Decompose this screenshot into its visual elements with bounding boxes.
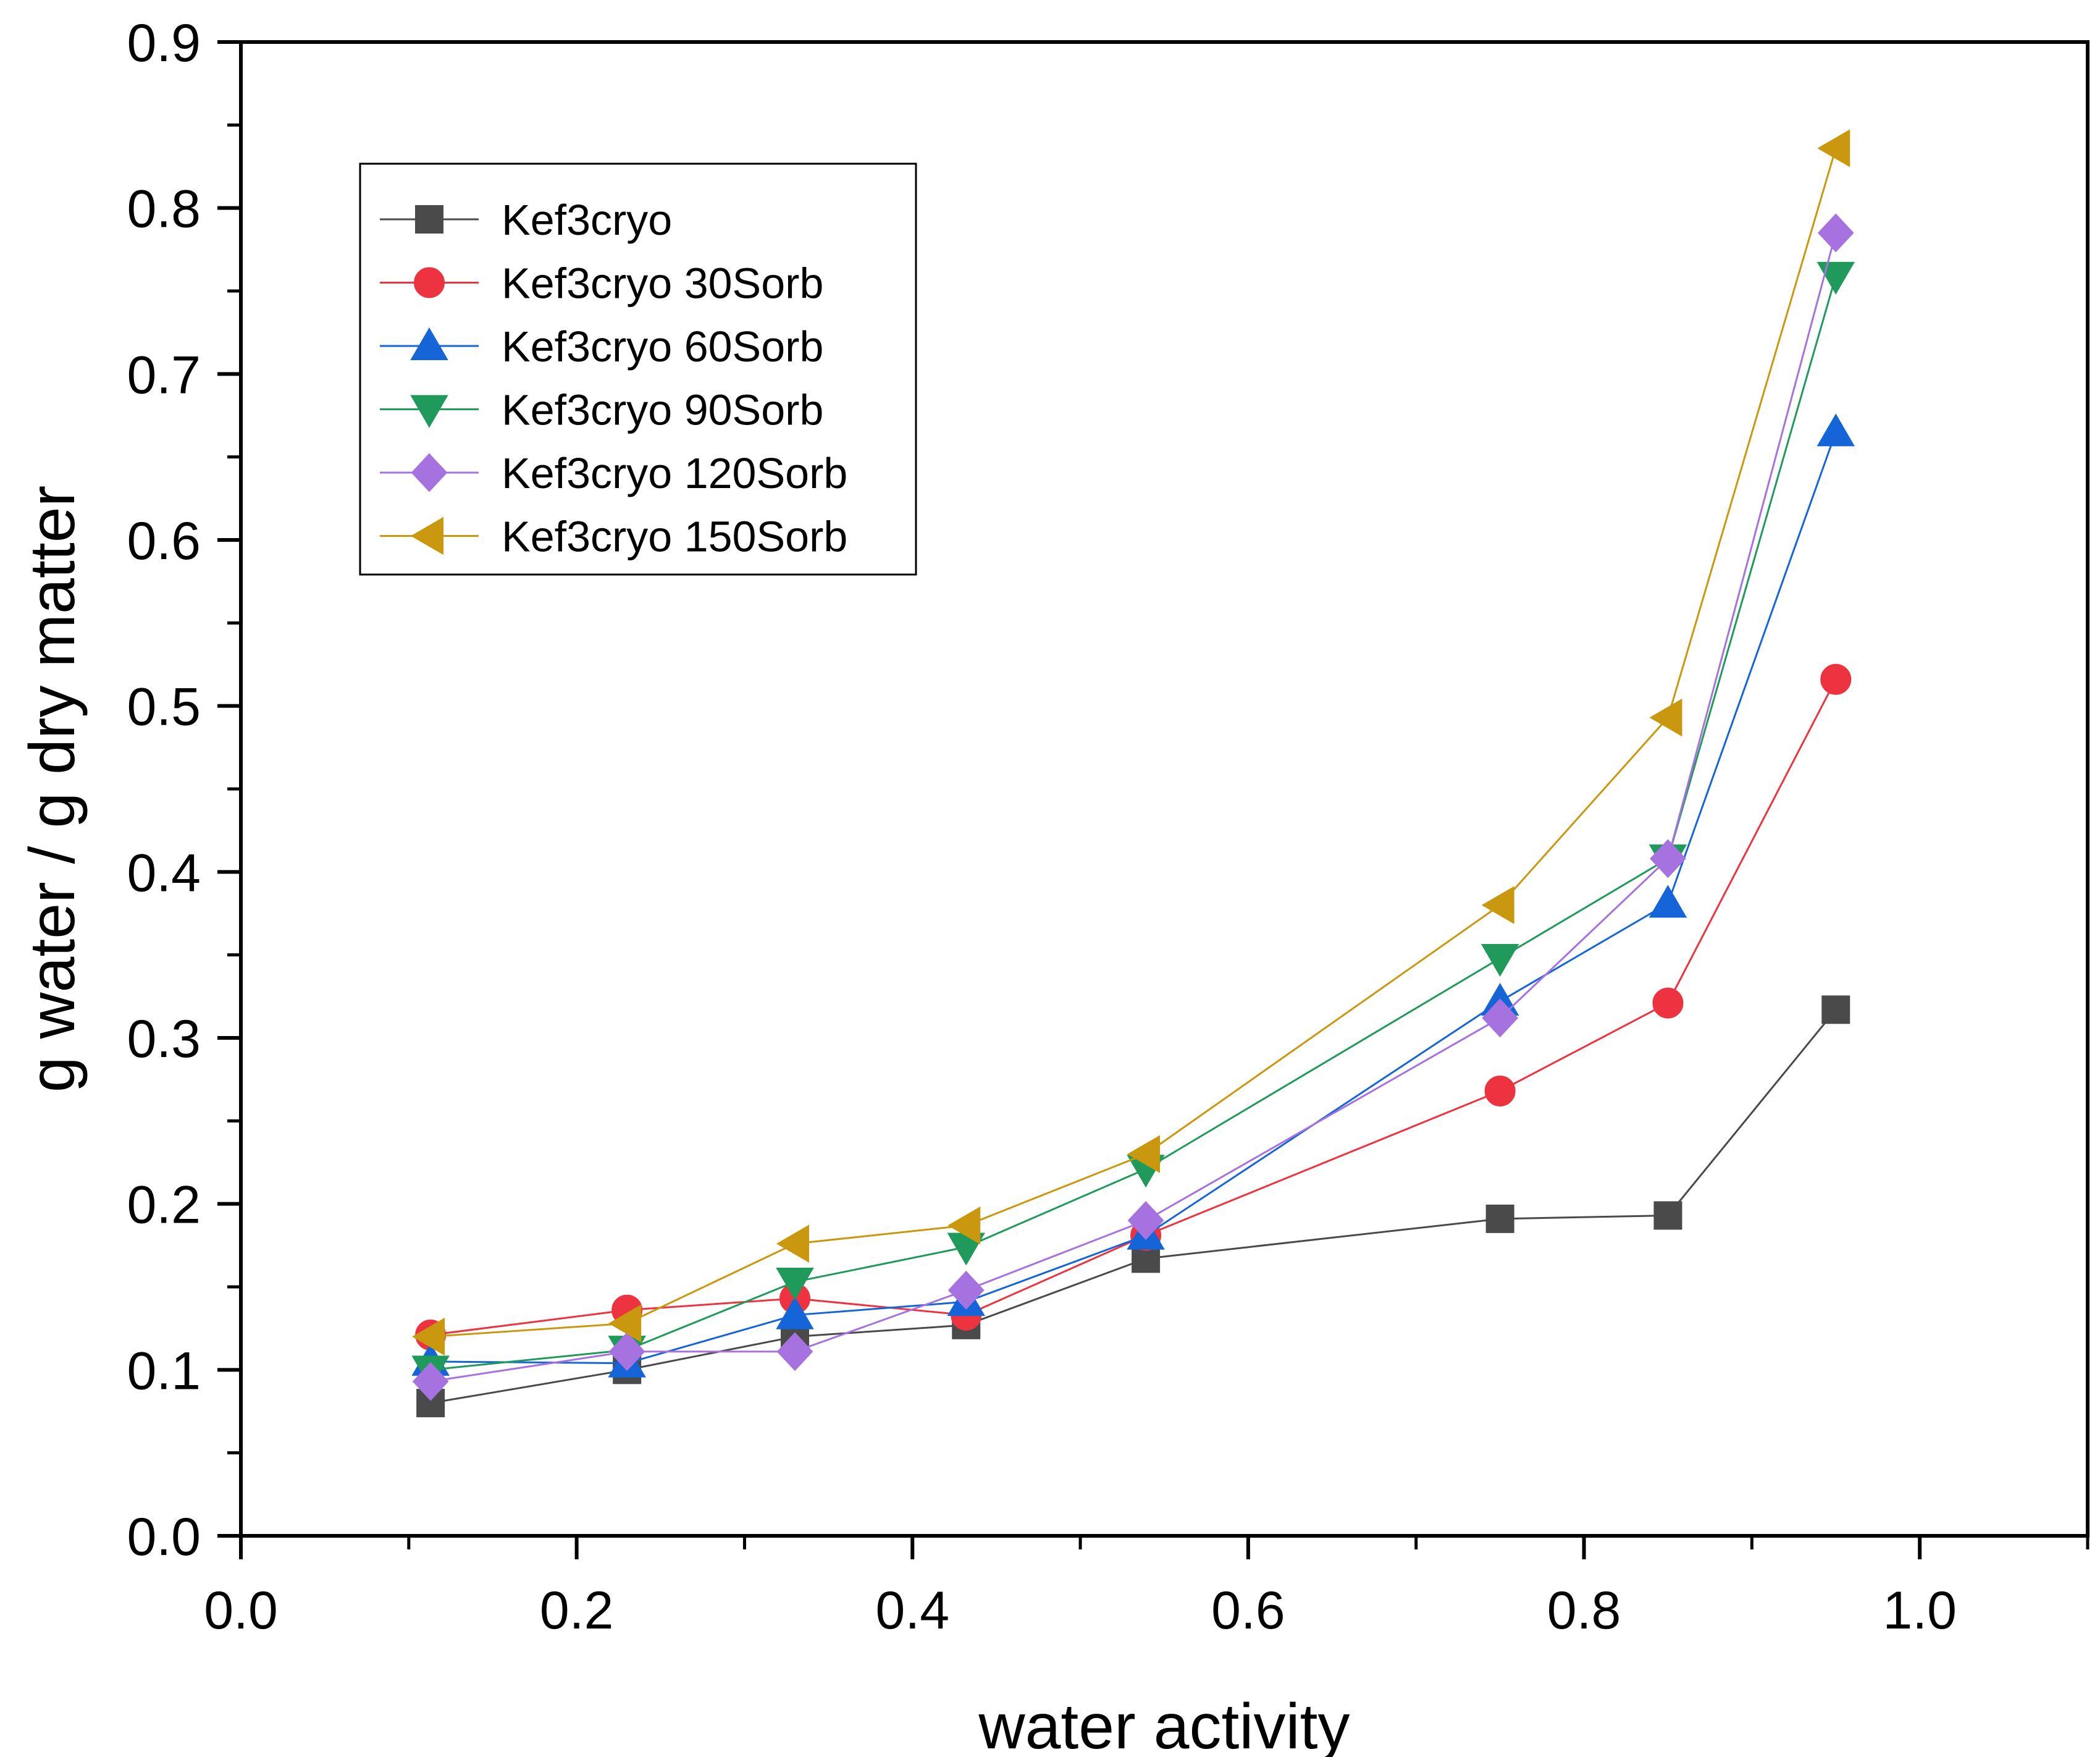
legend-label: Kef3cryo 90Sorb bbox=[502, 386, 823, 434]
series-kef3cryo-150sorb bbox=[412, 129, 1850, 1356]
y-tick-label: 0.7 bbox=[127, 345, 201, 405]
y-tick-label: 0.9 bbox=[127, 14, 201, 73]
x-tick-label: 0.6 bbox=[1211, 1581, 1285, 1640]
legend-item-kef3cryo-120sorb: Kef3cryo 120Sorb bbox=[380, 449, 847, 497]
series-line-kef3cryo-90sorb bbox=[430, 276, 1837, 1371]
data-point-kef3cryo-120sorb bbox=[1650, 839, 1686, 878]
legend-marker-kef3cryo bbox=[415, 205, 443, 234]
data-point-kef3cryo-120sorb bbox=[776, 1332, 813, 1371]
series-line-kef3cryo-120sorb bbox=[430, 232, 1837, 1383]
data-point-kef3cryo-150sorb bbox=[1817, 129, 1850, 167]
data-point-kef3cryo-30sorb bbox=[1484, 1075, 1516, 1106]
series-line-kef3cryo-60sorb bbox=[430, 431, 1837, 1365]
data-point-kef3cryo-90sorb bbox=[776, 1267, 814, 1300]
data-point-kef3cryo-150sorb bbox=[412, 1317, 445, 1356]
y-tick-label: 0.1 bbox=[127, 1341, 201, 1401]
data-point-kef3cryo-150sorb bbox=[947, 1206, 981, 1245]
x-axis-title: water activity bbox=[978, 1691, 1350, 1757]
x-tick-label: 0.2 bbox=[540, 1581, 614, 1640]
data-point-kef3cryo bbox=[1821, 995, 1850, 1024]
data-point-kef3cryo-60sorb bbox=[776, 1296, 814, 1329]
data-point-kef3cryo-150sorb bbox=[608, 1304, 642, 1342]
data-point-kef3cryo bbox=[1485, 1204, 1514, 1233]
legend-label: Kef3cryo bbox=[502, 196, 672, 244]
y-tick-label: 0.6 bbox=[127, 512, 201, 571]
y-axis-title: g water / g dry matter bbox=[17, 486, 88, 1093]
legend-marker-kef3cryo-60sorb bbox=[410, 327, 448, 360]
y-tick-label: 0.0 bbox=[127, 1507, 201, 1567]
y-tick-label: 0.4 bbox=[127, 843, 201, 903]
data-point-kef3cryo-150sorb bbox=[1481, 886, 1514, 924]
legend-label: Kef3cryo 30Sorb bbox=[502, 259, 823, 308]
data-point-kef3cryo-60sorb bbox=[1648, 885, 1687, 918]
legend-marker-kef3cryo-90sorb bbox=[410, 395, 448, 428]
data-point-kef3cryo-120sorb bbox=[412, 1362, 449, 1401]
data-point-kef3cryo bbox=[1653, 1201, 1682, 1230]
x-tick-label: 1.0 bbox=[1883, 1581, 1957, 1640]
series-layer bbox=[411, 129, 1855, 1418]
data-point-kef3cryo-150sorb bbox=[1649, 698, 1682, 737]
data-point-kef3cryo-90sorb bbox=[1816, 261, 1855, 295]
legend-item-kef3cryo-150sorb: Kef3cryo 150Sorb bbox=[380, 513, 847, 561]
series-line-kef3cryo-150sorb bbox=[430, 148, 1837, 1338]
y-tick-label: 0.8 bbox=[127, 180, 201, 239]
series-line-kef3cryo-30sorb bbox=[430, 678, 1837, 1336]
data-point-kef3cryo-30sorb bbox=[1820, 664, 1852, 695]
axis-ticks: 0.0 0.2 0.4 0.6 0.8 1.0 0.0 0.1 0.2 0.3 0.4 0.5 0.6 0… bbox=[127, 14, 2090, 1640]
series-kef3cryo-60sorb bbox=[411, 413, 1855, 1378]
y-tick-label: 0.3 bbox=[127, 1009, 201, 1069]
series-kef3cryo-120sorb bbox=[412, 213, 1854, 1401]
x-tick-label: 0.0 bbox=[204, 1581, 278, 1640]
data-point-kef3cryo-120sorb bbox=[608, 1332, 645, 1371]
data-point-kef3cryo-120sorb bbox=[1482, 998, 1519, 1038]
x-tick-label: 0.4 bbox=[875, 1581, 949, 1640]
legend-marker-kef3cryo-30sorb bbox=[414, 267, 445, 298]
legend: Kef3cryo Kef3cryo 30Sorb Kef3cryo 60Sorb Ke… bbox=[359, 162, 917, 576]
series-line-kef3cryo bbox=[430, 1009, 1837, 1404]
legend-box bbox=[359, 162, 917, 576]
legend-label: Kef3cryo 150Sorb bbox=[502, 513, 847, 561]
data-point-kef3cryo-30sorb bbox=[1652, 987, 1684, 1019]
legend-label: Kef3cryo 120Sorb bbox=[502, 449, 847, 497]
legend-marker-kef3cryo-120sorb bbox=[411, 453, 448, 492]
legend-marker-kef3cryo-150sorb bbox=[411, 516, 443, 555]
data-point-kef3cryo-120sorb bbox=[1127, 1201, 1164, 1240]
x-tick-label: 0.8 bbox=[1547, 1581, 1621, 1640]
legend-item-kef3cryo-30sorb: Kef3cryo 30Sorb bbox=[380, 259, 823, 308]
legend-label: Kef3cryo 60Sorb bbox=[502, 322, 823, 371]
data-point-kef3cryo-120sorb bbox=[947, 1270, 985, 1310]
legend-item-kef3cryo-60sorb: Kef3cryo 60Sorb bbox=[380, 322, 823, 371]
y-tick-label: 0.2 bbox=[127, 1176, 201, 1235]
data-point-kef3cryo-60sorb bbox=[1816, 413, 1855, 447]
data-point-kef3cryo-150sorb bbox=[1127, 1135, 1161, 1173]
data-point-kef3cryo-150sorb bbox=[776, 1224, 809, 1263]
y-tick-label: 0.5 bbox=[127, 678, 201, 737]
data-point-kef3cryo-90sorb bbox=[1480, 944, 1519, 977]
legend-item-kef3cryo: Kef3cryo bbox=[380, 196, 672, 244]
data-point-kef3cryo-120sorb bbox=[1817, 213, 1854, 253]
legend-item-kef3cryo-90sorb: Kef3cryo 90Sorb bbox=[380, 386, 823, 434]
